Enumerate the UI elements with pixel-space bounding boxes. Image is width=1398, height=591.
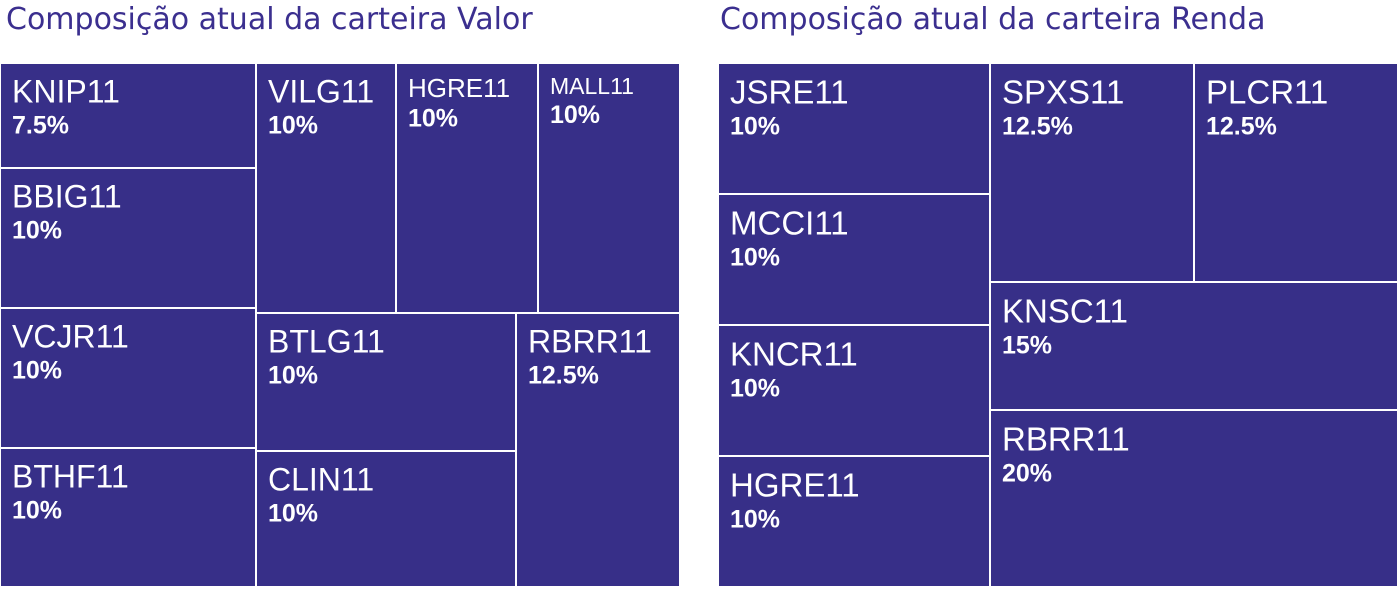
- tile-name-kncr11: KNCR11: [730, 335, 858, 372]
- tile-rect-mcci11: [717, 193, 991, 326]
- tile-rect-hgre11: [717, 455, 991, 588]
- tile-rect-knip11: [0, 62, 257, 169]
- tile-bthf11: BTHF11 10%: [0, 447, 257, 588]
- tile-rect-spxs11: [989, 62, 1195, 283]
- tile-rect-mall11: [537, 62, 681, 314]
- tile-name-knip11: KNIP11: [12, 73, 120, 109]
- tile-value-kncr11: 10%: [730, 375, 780, 403]
- tile-jsre11: JSRE11 10%: [717, 62, 991, 195]
- tile-value-rbrr11: 20%: [1002, 460, 1052, 488]
- tile-name-knsc11: KNSC11: [1002, 292, 1128, 329]
- tile-btlg11: BTLG11 10%: [255, 312, 517, 452]
- tile-hgre11: HGRE11 10%: [717, 455, 991, 588]
- tile-value-spxs11: 12.5%: [1002, 113, 1073, 141]
- tile-rect-clin11: [255, 450, 517, 588]
- tile-value-clin11: 10%: [268, 500, 318, 528]
- renda-chart-title: Composição atual da carteira Renda: [720, 2, 1266, 37]
- tile-name-mall11: MALL11: [550, 73, 634, 99]
- tile-spxs11: SPXS11 12.5%: [989, 62, 1195, 283]
- tile-name-plcr11: PLCR11: [1206, 73, 1328, 110]
- tile-kncr11: KNCR11 10%: [717, 324, 991, 457]
- tile-name-rbrr11: RBRR11: [1002, 420, 1130, 457]
- tile-value-bthf11: 10%: [12, 497, 62, 525]
- tile-rect-rbrr11: [515, 312, 681, 588]
- tile-clin11: CLIN11 10%: [255, 450, 517, 588]
- tile-rect-btlg11: [255, 312, 517, 452]
- tile-knsc11: KNSC11 15%: [989, 281, 1398, 411]
- tile-vcjr11: VCJR11 10%: [0, 307, 257, 449]
- tile-value-mall11: 10%: [550, 101, 600, 129]
- tile-rect-plcr11: [1193, 62, 1398, 283]
- tile-name-jsre11: JSRE11: [730, 73, 849, 110]
- tile-name-vcjr11: VCJR11: [12, 318, 129, 354]
- tile-value-knip11: 7.5%: [12, 112, 69, 140]
- tile-rbrr11: RBRR11 20%: [989, 409, 1398, 588]
- tile-rect-vcjr11: [0, 307, 257, 449]
- tile-name-bthf11: BTHF11: [12, 458, 129, 494]
- tile-value-rbrr11: 12.5%: [528, 362, 599, 390]
- tile-name-hgre11: HGRE11: [730, 466, 860, 503]
- tile-value-plcr11: 12.5%: [1206, 113, 1277, 141]
- tile-plcr11: PLCR11 12.5%: [1193, 62, 1398, 283]
- tile-name-clin11: CLIN11: [268, 461, 374, 497]
- tile-mcci11: MCCI11 10%: [717, 193, 991, 326]
- tile-value-jsre11: 10%: [730, 113, 780, 141]
- tile-name-btlg11: BTLG11: [268, 323, 385, 359]
- tile-value-hgre11: 10%: [730, 506, 780, 534]
- tile-name-rbrr11: RBRR11: [528, 323, 652, 359]
- tile-rect-bthf11: [0, 447, 257, 588]
- tile-value-bbig11: 10%: [12, 217, 62, 245]
- tile-name-spxs11: SPXS11: [1002, 73, 1124, 110]
- tile-name-mcci11: MCCI11: [730, 204, 849, 241]
- tile-rect-knsc11: [989, 281, 1398, 411]
- tile-value-hgre11: 10%: [408, 105, 458, 133]
- tile-value-btlg11: 10%: [268, 362, 318, 390]
- treemap-renda: JSRE11 10% MCCI11 10% KNCR11 10% HGRE11 10% SPXS…: [717, 62, 1398, 588]
- tile-rbrr11: RBRR11 12.5%: [515, 312, 681, 588]
- valor-chart-title: Composição atual da carteira Valor: [6, 2, 533, 37]
- tile-vilg11: VILG11 10%: [255, 62, 397, 314]
- tile-rect-rbrr11: [989, 409, 1398, 588]
- tile-value-knsc11: 15%: [1002, 332, 1052, 360]
- tile-value-vcjr11: 10%: [12, 357, 62, 385]
- tile-name-hgre11: HGRE11: [408, 73, 510, 103]
- tile-knip11: KNIP11 7.5%: [0, 62, 257, 169]
- tile-name-bbig11: BBIG11: [12, 178, 122, 214]
- tile-value-vilg11: 10%: [268, 112, 318, 140]
- tile-bbig11: BBIG11 10%: [0, 167, 257, 309]
- tile-rect-jsre11: [717, 62, 991, 195]
- treemap-valor: KNIP117.5%BBIG1110%VCJR1110%BTHF1110%VIL…: [0, 62, 681, 588]
- tile-value-mcci11: 10%: [730, 244, 780, 272]
- tile-name-vilg11: VILG11: [268, 73, 374, 109]
